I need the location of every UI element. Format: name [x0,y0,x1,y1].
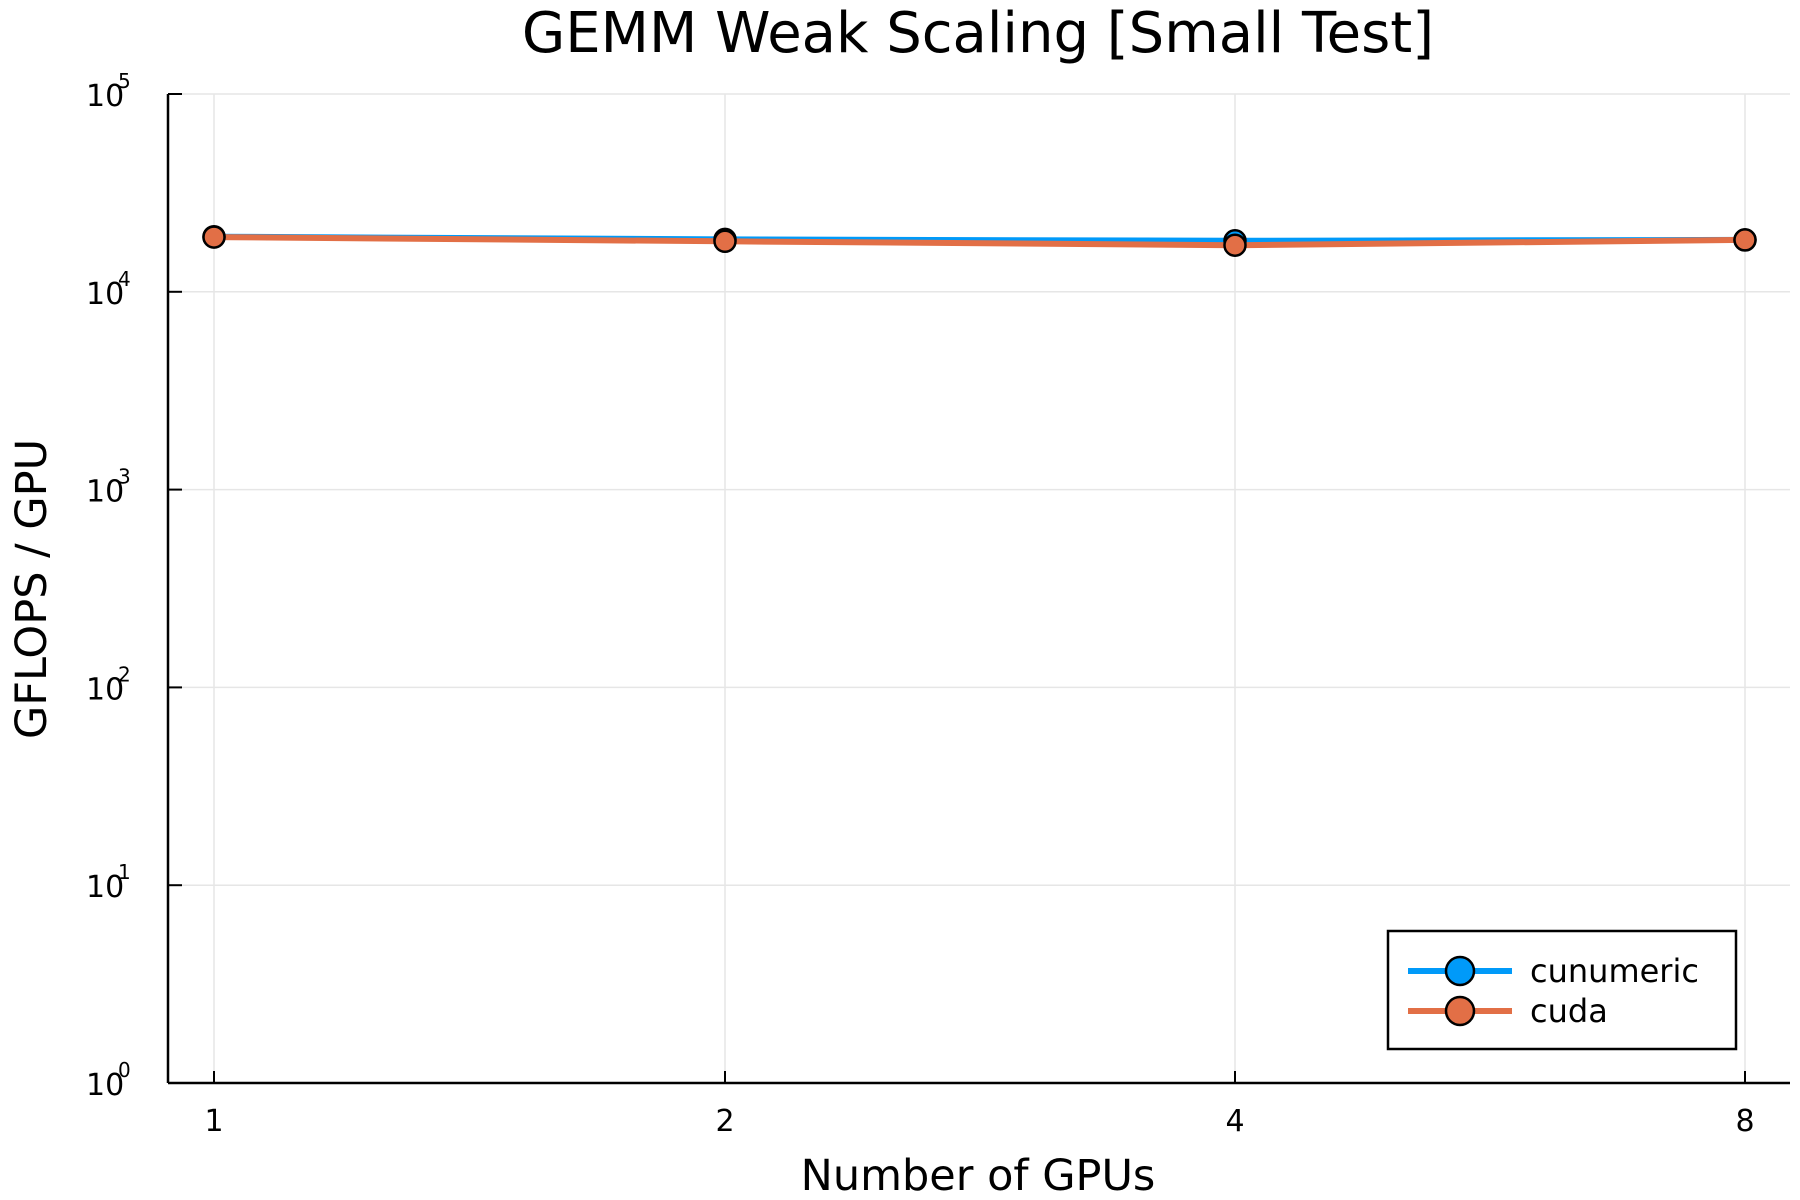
legend-box [1386,929,1738,1051]
x-tick-label: 8 [1735,1104,1754,1139]
y-tick-label: 10 [86,1068,124,1103]
y-tick-exponent: 2 [118,662,131,686]
y-tick-exponent: 3 [118,465,131,489]
y-tick-exponent: 5 [118,69,131,93]
legend-label-cuda: cuda [1530,992,1608,1030]
legend-label-cunumeric: cunumeric [1530,952,1699,990]
data-point-cuda [713,229,737,254]
legend-swatch-marker [1444,955,1476,987]
axes [166,94,1790,1085]
x-axis-label: Number of GPUs [801,1151,1156,1200]
x-tick-label: 2 [715,1104,734,1139]
y-axis-label: GFLOPS / GPU [7,439,57,739]
legend-swatch-marker [1444,995,1476,1027]
data-point-cuda [1733,228,1757,252]
y-tick-exponent: 4 [118,267,131,291]
y-tick-label: 10 [86,277,124,312]
y-tick-label: 10 [86,79,124,114]
y-tick-exponent: 0 [118,1058,131,1082]
x-ticks: 1 2 4 8 [204,1071,1755,1139]
chart-title: GEMM Weak Scaling [Small Test] [522,1,1434,66]
series-layer [202,224,1757,257]
y-tick-label: 10 [86,475,124,510]
data-point-cuda [202,225,226,249]
y-tick-exponent: 1 [118,860,131,884]
data-point-cuda [1223,233,1247,257]
x-tick-label: 1 [204,1104,223,1139]
grid [168,93,1790,1083]
y-tick-label: 10 [86,672,124,707]
x-tick-label: 4 [1225,1104,1244,1139]
y-tick-label: 10 [86,870,124,905]
series-line-cuda [211,234,1748,249]
